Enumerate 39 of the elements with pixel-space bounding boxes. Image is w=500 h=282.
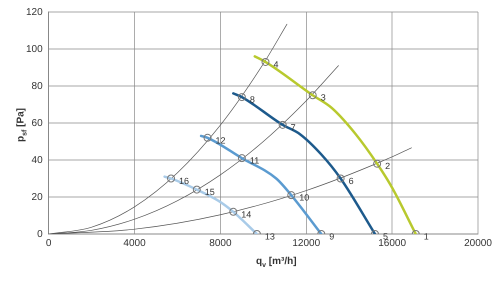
y-tick-label: 20: [32, 192, 44, 203]
annotation: 10: [299, 192, 310, 203]
point: [278, 120, 287, 129]
y-tick-label: 100: [26, 44, 44, 55]
point: [308, 91, 317, 100]
annotation: 12: [216, 135, 226, 146]
y-tick-label: 40: [32, 154, 44, 166]
annotation: 4: [273, 59, 279, 70]
y-tick-label: 0: [37, 228, 44, 240]
point: [229, 208, 238, 216]
point: [261, 58, 270, 66]
point: [167, 174, 176, 182]
y-tick-label: 80: [32, 80, 44, 92]
annotation: 16: [179, 176, 190, 186]
x-axis-title: q$_{v}$ [m³/h]: [256, 256, 297, 269]
annotation: 3: [320, 92, 326, 103]
annotation: 13: [264, 231, 275, 242]
x-tick-label: 8000: [209, 238, 232, 249]
point: [238, 93, 246, 102]
x-tick-label: 0: [46, 238, 52, 249]
point: [192, 186, 201, 194]
annotation: 1: [424, 231, 429, 242]
point: [204, 134, 212, 142]
point: [336, 174, 345, 182]
annotation: 11: [250, 156, 260, 166]
y-tick-label: 60: [32, 118, 44, 129]
annotation: 15: [204, 187, 215, 198]
annotation: 6: [348, 176, 354, 186]
point: [287, 191, 296, 200]
x-tick-label: 12000: [292, 238, 321, 249]
annotation: 2: [385, 161, 390, 172]
y-tick-label: 120: [26, 6, 44, 18]
point: [373, 160, 382, 168]
annotation: 9: [329, 231, 334, 242]
point: [238, 154, 246, 162]
annotation: 14: [241, 209, 252, 220]
x-tick-label: 20000: [464, 238, 492, 249]
x-tick-label: 4000: [123, 238, 146, 249]
annotation: 8: [250, 94, 255, 105]
